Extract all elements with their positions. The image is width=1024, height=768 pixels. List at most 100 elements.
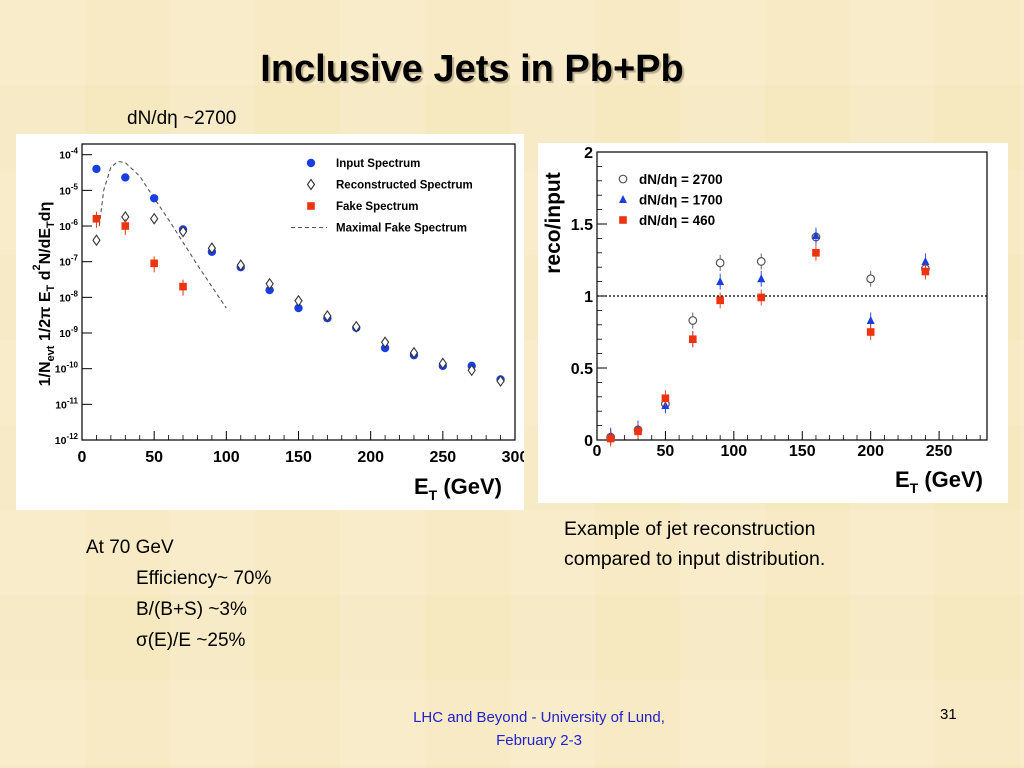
legend-label: dN/dη = 2700	[639, 172, 723, 187]
spectrum-y-tick-label: 10-9	[59, 325, 78, 340]
ratio-square-point	[812, 249, 820, 257]
ratio-x-tick-label: 200	[857, 443, 884, 460]
performance-notes: At 70 GeV Efficiency~ 70% B/(B+S) ~3% σ(…	[86, 532, 271, 656]
ratio-square-point	[606, 434, 615, 443]
reconstructed-spectrum-point	[323, 310, 332, 322]
legend-square-swatch	[307, 202, 315, 210]
reconstructed-spectrum-point	[178, 225, 188, 238]
legend-label: Fake Spectrum	[336, 201, 418, 213]
ratio-open-circle-point	[756, 257, 766, 266]
spectrum-y-tick-label: 10-8	[59, 289, 78, 304]
spectrum-x-tick-label: 150	[285, 449, 312, 466]
spectrum-x-axis-label: ET (GeV)	[414, 474, 502, 503]
input-spectrum-point	[121, 173, 130, 182]
reconstructed-spectrum-point	[207, 242, 217, 255]
legend-dot-swatch	[306, 158, 316, 168]
ratio-triangle-point	[866, 315, 875, 324]
ratio-square-point	[688, 335, 697, 343]
reconstructed-spectrum-point	[92, 234, 101, 247]
input-spectrum-point	[265, 285, 274, 295]
reconstructed-spectrum-point	[438, 357, 448, 370]
footer-line-1: LHC and Beyond - University of Lund,	[413, 709, 665, 726]
spectrum-y-tick-label: 10-12	[55, 432, 79, 447]
ratio-x-tick-label: 250	[926, 443, 953, 460]
ratio-triangle-point	[716, 277, 725, 286]
legend-open-diamond-swatch	[306, 178, 316, 191]
legend-label: Input Spectrum	[336, 158, 420, 170]
spectrum-y-tick-label: 10-5	[59, 182, 78, 197]
reconstructed-spectrum-point	[236, 259, 245, 272]
ratio-chart-panel: 0 50 100 150 200 250 0 0.5 1 1.5 2 dN/dη = 2700 dN/…	[538, 143, 1008, 503]
spectrum-chart: 0 50 100 150 200 250 300 10-4 10-5 10-6 10-7 10-8 10…	[31, 143, 528, 503]
ratio-y-tick-label: 1	[584, 289, 593, 306]
ratio-y-tick-label: 2	[584, 145, 593, 162]
notes-heading: At 70 GeV	[86, 537, 174, 558]
ratio-x-tick-label: 100	[720, 443, 747, 460]
input-spectrum-point	[149, 194, 159, 203]
page-number: 31	[940, 706, 957, 723]
ratio-x-tick-label: 150	[789, 443, 816, 460]
legend-square-swatch	[619, 216, 627, 224]
ratio-x-tick-label: 50	[657, 443, 675, 460]
ratio-square-point	[661, 394, 670, 403]
spectrum-x-tick-label: 50	[145, 449, 163, 466]
ratio-triangle-point	[921, 256, 930, 265]
legend-label: Maximal Fake Spectrum	[336, 223, 467, 235]
multiplicity-label: dN/dη ~2700	[127, 108, 237, 129]
reconstructed-spectrum-point	[149, 212, 159, 225]
fake-spectrum-point	[92, 214, 101, 223]
spectrum-y-axis-label: 1/Nevt 1/2π ET d2N/dETdη	[31, 202, 57, 387]
spectrum-y-tick-label: 10-10	[55, 361, 79, 376]
legend-label: Reconstructed Spectrum	[336, 180, 473, 192]
reconstructed-spectrum-point	[496, 375, 505, 388]
spectrum-x-tick-label: 300	[502, 449, 524, 466]
ratio-y-tick-label: 1.5	[571, 217, 593, 234]
figure-caption: Example of jet reconstruction compared t…	[564, 514, 825, 574]
maximal-fake-spectrum-curve	[98, 160, 227, 309]
spectrum-y-tick-label: 10-6	[59, 218, 78, 233]
notes-efficiency: Efficiency~ 70%	[136, 568, 272, 589]
notes-background-fraction: B/(B+S) ~3%	[136, 599, 247, 620]
reconstructed-spectrum-point	[380, 336, 390, 349]
ratio-x-tick-label: 0	[593, 443, 602, 460]
ratio-triangle-point	[811, 231, 820, 240]
spectrum-x-tick-label: 200	[357, 449, 384, 466]
spectrum-y-tick-label: 10-4	[59, 147, 78, 162]
fake-spectrum-point	[150, 259, 158, 268]
ratio-open-circle-point	[866, 274, 876, 284]
reconstructed-spectrum-point	[294, 294, 303, 307]
ratio-x-axis-label: ET (GeV)	[895, 467, 983, 496]
ratio-open-circle-point	[688, 316, 698, 325]
caption-line-2: compared to input distribution.	[564, 548, 826, 570]
ratio-square-point	[634, 427, 642, 436]
legend-label: dN/dη = 1700	[639, 193, 723, 208]
spectrum-plot-frame	[81, 143, 516, 441]
legend-open-circle-swatch	[618, 174, 628, 184]
ratio-chart: 0 50 100 150 200 250 0 0.5 1 1.5 2 dN/dη = 2700 dN/…	[542, 145, 988, 496]
slide-title: Inclusive Jets in Pb+Pb	[260, 48, 684, 90]
spectrum-y-tick-label: 10-7	[59, 254, 78, 269]
spectrum-x-tick-label: 250	[429, 449, 456, 466]
ratio-open-circle-point	[715, 258, 725, 268]
reconstructed-spectrum-point	[265, 277, 274, 290]
spectrum-y-tick-label: 10-11	[55, 396, 78, 411]
ratio-triangle-point	[757, 274, 766, 283]
spectrum-x-tick-label: 100	[213, 449, 240, 466]
ratio-y-axis-label: reco/input	[542, 172, 565, 274]
notes-energy-resolution: σ(E)/E ~25%	[136, 630, 246, 651]
ratio-square-point	[921, 267, 930, 276]
input-spectrum-point	[92, 164, 101, 174]
fake-spectrum-point	[121, 222, 130, 230]
footer-line-2: February 2-3	[496, 732, 582, 749]
fake-spectrum-point	[179, 282, 187, 291]
reconstructed-spectrum-point	[409, 346, 419, 359]
ratio-square-point	[716, 296, 724, 305]
reconstructed-spectrum-point	[467, 364, 476, 377]
spectrum-chart-panel: 0 50 100 150 200 250 300 10-4 10-5 10-6 10-7 10-8 10…	[16, 134, 528, 510]
ratio-square-point	[866, 328, 875, 336]
reconstructed-spectrum-point	[352, 320, 361, 333]
spectrum-x-tick-label: 0	[78, 449, 87, 466]
legend-triangle-swatch	[619, 195, 627, 203]
ratio-square-point	[757, 293, 766, 302]
legend-label: dN/dη = 460	[639, 213, 715, 228]
